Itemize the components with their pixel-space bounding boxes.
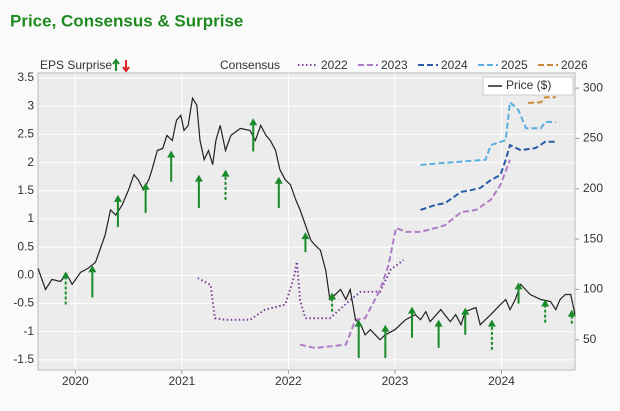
y-tick-label: -1.5 (13, 352, 34, 366)
y-tick-label: 1 (27, 211, 34, 225)
x-tick-label: 2021 (168, 374, 195, 388)
surprise-legend: EPS Surprise (40, 58, 112, 72)
arrow-head (141, 182, 150, 190)
arrow-head (221, 169, 230, 177)
y-tick-label: 0.5 (17, 239, 34, 253)
consensus-legend: Consensus (220, 58, 280, 72)
y-tick-label: 1.5 (17, 183, 34, 197)
legend-label: 2022 (321, 58, 348, 72)
y-tick-label: 2.5 (17, 127, 34, 141)
y2-tick-label: 150 (583, 231, 603, 245)
series-line (37, 96, 576, 341)
arrow-head (301, 232, 310, 240)
arrow-head (167, 150, 176, 158)
arrow-head (354, 319, 363, 327)
plot-frame (37, 72, 576, 371)
legend-label: 2023 (381, 58, 408, 72)
x-tick-label: 2024 (488, 374, 515, 388)
y-tick-label: -0.5 (13, 296, 34, 310)
arrow-head (61, 271, 70, 279)
arrow-head (434, 319, 443, 327)
y-tick-label: -1 (23, 324, 34, 338)
arrow-head (514, 282, 523, 290)
legend-label: 2024 (441, 58, 468, 72)
x-tick-label: 2023 (382, 374, 409, 388)
arrow-head (407, 306, 416, 314)
legend-arrow-up (112, 58, 120, 71)
y-tick-label: 2 (27, 155, 34, 169)
arrow-head (194, 174, 203, 182)
arrow-head (249, 118, 258, 126)
arrow-head (487, 319, 496, 327)
arrow-head (274, 176, 283, 184)
y2-tick-label: 50 (583, 332, 597, 346)
plot-area (38, 73, 575, 370)
chart-title: Price, Consensus & Surprise (10, 11, 243, 30)
legend-arrow-down (122, 60, 130, 73)
arrow-head (113, 194, 122, 202)
legend-label: 2025 (501, 58, 528, 72)
arrow-head (381, 324, 390, 332)
arrow-head (567, 309, 576, 317)
y2-tick-label: 300 (583, 80, 603, 94)
series-line (420, 140, 556, 211)
series-line (420, 100, 556, 166)
arrow-head (541, 299, 550, 307)
series-line (299, 159, 511, 350)
x-tick-label: 2022 (275, 374, 302, 388)
legend-label: Price ($) (506, 78, 551, 92)
arrow-head (328, 292, 337, 300)
y-tick-label: 3 (27, 98, 34, 112)
y-tick-label: 3.5 (17, 70, 34, 84)
y2-tick-label: 200 (583, 181, 603, 195)
price-legend-box (482, 76, 574, 96)
y2-tick-label: 250 (583, 131, 603, 145)
legend-label: 2026 (561, 58, 588, 72)
surprise-legend-arrows (112, 58, 130, 73)
y-tick-label: 0.0 (17, 267, 34, 281)
x-tick-label: 2020 (62, 374, 89, 388)
y2-tick-label: 100 (583, 282, 603, 296)
arrow-head (88, 265, 97, 273)
arrow-head (461, 307, 470, 315)
